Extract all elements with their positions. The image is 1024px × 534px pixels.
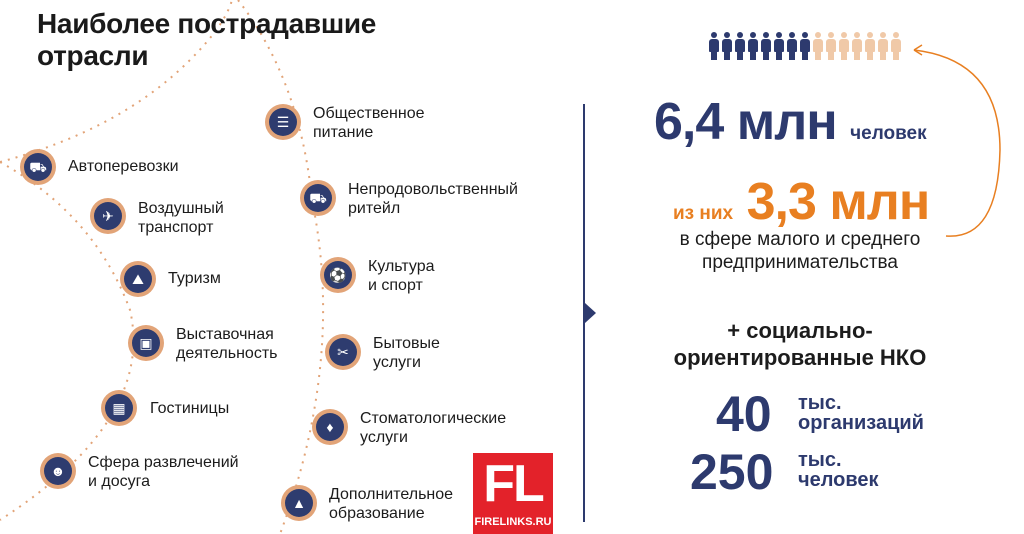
person-icon xyxy=(734,32,746,60)
nko-heading: + социально- ориентированные НКО xyxy=(673,318,927,370)
divider-arrow-icon xyxy=(585,303,596,323)
tooth-icon: ♦ xyxy=(312,409,348,445)
page-title-line-1: Наиболее пострадавшие xyxy=(37,8,377,39)
industry-label-trucking: Автоперевозки xyxy=(68,158,179,175)
person-icon xyxy=(708,32,720,60)
delivery-truck-icon: ⛟ xyxy=(300,180,336,216)
vertical-divider xyxy=(583,104,585,522)
sme-stat: из них 3,3 млн xyxy=(673,172,931,244)
total-unit: человек xyxy=(850,123,927,144)
people-icons-row xyxy=(708,32,902,60)
person-icon xyxy=(760,32,772,60)
person-icon xyxy=(838,32,850,60)
industry-label-entertainment: Сфера развлечений и досуга xyxy=(88,454,239,490)
watermark-site: FIRELINKS.RU xyxy=(474,516,552,528)
people-unit: тыс. человек xyxy=(798,449,879,491)
industry-label-tourism: Туризм xyxy=(168,270,221,287)
hiker-icon: ⛰ xyxy=(120,261,156,297)
firelinks-watermark: FL FIRELINKS.RU xyxy=(473,453,553,534)
industry-label-hotels: Гостиницы xyxy=(150,400,230,417)
person-icon xyxy=(747,32,759,60)
person-icon xyxy=(812,32,824,60)
soccer-ball-icon: ⚽ xyxy=(320,257,356,293)
industry-label-air-transport: Воздушный транспорт xyxy=(138,200,224,236)
person-icon xyxy=(773,32,785,60)
person-icon xyxy=(825,32,837,60)
watermark-letters: FL xyxy=(483,455,545,513)
graduation-cap-icon: ▲ xyxy=(281,485,317,521)
airplane-icon: ✈ xyxy=(90,198,126,234)
sme-description: в сфере малого и среднего предпринимател… xyxy=(679,229,921,273)
person-icon xyxy=(864,32,876,60)
total-affected-stat: 6,4 млн человек xyxy=(654,92,927,164)
total-number: 6,4 млн xyxy=(654,93,838,151)
person-icon xyxy=(799,32,811,60)
sme-prefix: из них xyxy=(673,203,734,224)
hotel-icon: ▦ xyxy=(101,390,137,426)
burger-icon: ☰ xyxy=(265,104,301,140)
industry-label-nonfood-retail: Непродовольственный ритейл xyxy=(348,181,518,217)
truck-icon: ⛟ xyxy=(20,149,56,185)
person-icon xyxy=(786,32,798,60)
theater-masks-icon: ☻ xyxy=(40,453,76,489)
people-number: 250 xyxy=(690,444,774,500)
org-number: 40 xyxy=(716,386,772,442)
person-icon xyxy=(877,32,889,60)
person-icon xyxy=(721,32,733,60)
sme-number: 3,3 млн xyxy=(746,173,931,231)
industry-label-extra-education: Дополнительное образование xyxy=(329,486,454,522)
scissors-comb-icon: ✂ xyxy=(325,334,361,370)
industry-label-dental-services: Стоматологические услуги xyxy=(360,410,507,446)
person-icon xyxy=(851,32,863,60)
page-title: Наиболее пострадавшие отрасли xyxy=(37,8,376,72)
industry-label-catering: Общественное питание xyxy=(313,105,425,141)
industry-label-culture-sport: Культура и спорт xyxy=(368,258,435,294)
industry-label-household-services: Бытовые услуги xyxy=(373,335,440,371)
person-icon xyxy=(890,32,902,60)
page-title-line-2: отрасли xyxy=(37,40,149,71)
org-unit: тыс. организаций xyxy=(798,392,924,434)
exhibition-icon: ▣ xyxy=(128,325,164,361)
industry-label-exhibition: Выставочная деятельность xyxy=(176,326,278,362)
